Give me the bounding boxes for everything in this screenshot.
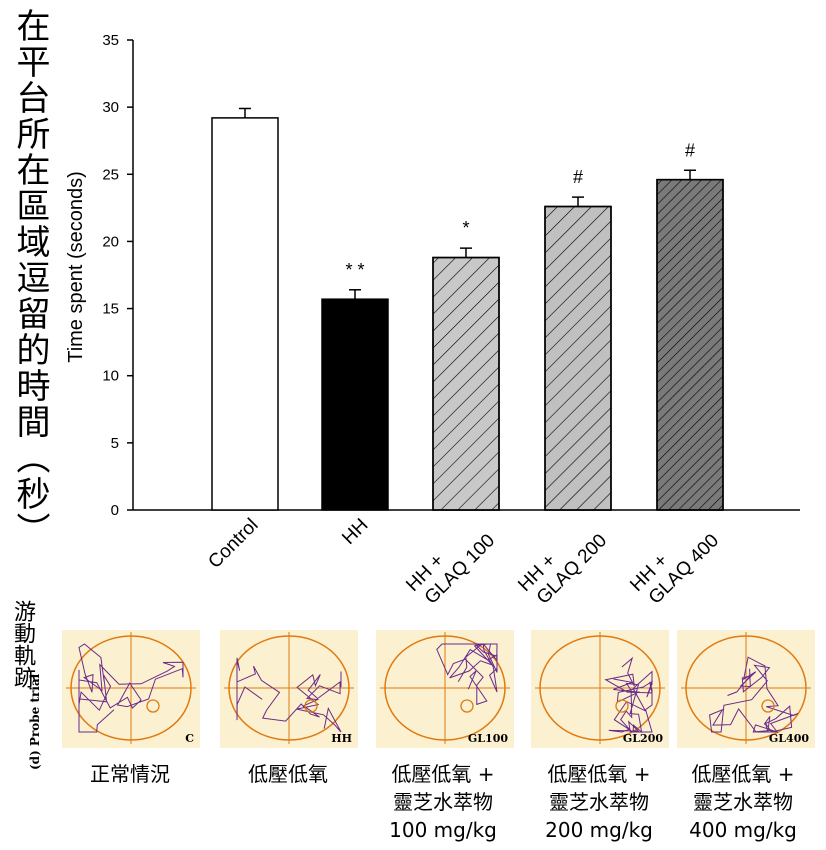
swim-track-caption: 低壓低氧 + 靈芝水萃物 100 mg/kg (368, 760, 518, 844)
swim-track-caption: 低壓低氧 + 靈芝水萃物 400 mg/kg (668, 760, 818, 844)
y-axis-label: Time spent (seconds) (65, 171, 87, 363)
y-tick-label: 5 (111, 435, 119, 452)
x-tick-label-line: Control (204, 515, 262, 573)
swim-track-caption-line: 低壓低氧 (248, 762, 328, 786)
y-tick-label: 30 (102, 99, 119, 116)
bar-hatch-4 (656, 178, 724, 511)
x-tick-label-1: HH (338, 515, 372, 549)
bar-hatch-2 (432, 256, 500, 511)
swim-track-caption-line: 400 mg/kg (689, 818, 797, 842)
swim-track-caption-line: 靈芝水萃物 (549, 790, 649, 814)
swim-track-panel: HH (220, 630, 358, 748)
swim-track-caption-line: 低壓低氧 + (691, 762, 795, 786)
track-side-label: 游動軌跡 (10, 600, 35, 688)
significance-label-4: # (685, 140, 695, 160)
platform-marker (615, 699, 629, 713)
significance-label-1: * * (345, 260, 364, 280)
significance-label-2: * (462, 218, 469, 238)
swim-track-caption-line: 100 mg/kg (389, 818, 497, 842)
swim-track-figure (224, 632, 354, 744)
x-tick-label-3: HH +GLAQ 200 (514, 515, 611, 612)
swim-track-figure (380, 632, 510, 744)
chinese-y-axis-title: 在平台所在區域逗留的時間（秒） (10, 8, 50, 548)
y-tick-label: 35 (102, 32, 119, 49)
x-tick-label-0: Control (204, 515, 262, 573)
swim-track-figure (535, 632, 665, 744)
swim-track-code: GL200 (622, 732, 663, 745)
swim-track-code: C (185, 732, 194, 745)
swim-track-caption-line: 低壓低氧 + (391, 762, 495, 786)
probe-trial-label: (d) Probe trial (28, 673, 42, 770)
swim-path (604, 656, 653, 734)
platform-marker (761, 699, 775, 713)
bar-chart: 0 5 10 15 20 25 30 35 Time spent (seconds) Contr… (65, 32, 800, 612)
swim-track-caption-line: 正常情況 (90, 762, 170, 786)
swim-path (236, 657, 342, 733)
swim-track-caption: 正常情況 (55, 760, 205, 788)
swim-track-caption-line: 200 mg/kg (545, 818, 653, 842)
significance-label-3: # (573, 167, 583, 187)
y-tick-label: 10 (102, 368, 119, 385)
swim-path (78, 643, 184, 733)
swim-track-panel: GL400 (677, 630, 815, 748)
y-tick-label: 25 (102, 166, 119, 183)
swim-track-panel: C (62, 630, 200, 748)
y-tick-label: 20 (102, 233, 119, 250)
bar-1 (321, 298, 389, 511)
platform-marker (146, 699, 160, 713)
x-tick-label-4: HH +GLAQ 400 (626, 515, 723, 612)
swim-path (436, 643, 498, 706)
swim-track-panel: GL200 (531, 630, 669, 748)
x-tick-label-line: HH (338, 515, 372, 549)
y-tick-label: 15 (102, 301, 119, 318)
swim-track-caption-line: 低壓低氧 + (547, 762, 651, 786)
bar-hatch-3 (544, 205, 612, 511)
platform-marker (460, 699, 474, 713)
swim-track-code: GL100 (467, 732, 508, 745)
swim-path (709, 656, 799, 733)
swim-track-caption: 低壓低氧 + 靈芝水萃物 200 mg/kg (524, 760, 674, 844)
swim-track-code: HH (331, 732, 352, 745)
swim-track-caption: 低壓低氧 (213, 760, 363, 788)
platform-marker (304, 699, 318, 713)
y-tick-label: 0 (111, 502, 119, 519)
bar-0 (211, 117, 279, 511)
swim-track-code: GL400 (768, 732, 809, 745)
swim-track-panel: GL100 (376, 630, 514, 748)
swim-track-caption-line: 靈芝水萃物 (693, 790, 793, 814)
swim-track-figure (681, 632, 811, 744)
swim-track-figure (66, 632, 196, 744)
x-tick-label-2: HH +GLAQ 100 (402, 515, 499, 612)
swim-track-caption-line: 靈芝水萃物 (393, 790, 493, 814)
